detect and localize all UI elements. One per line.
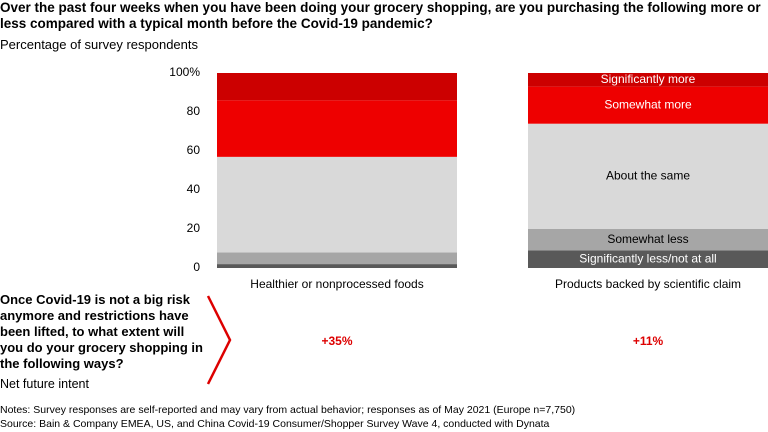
bar-segment	[217, 252, 457, 265]
y-axis-label: Percentage of survey respondents	[0, 37, 199, 52]
source: Source: Bain & Company EMEA, US, and Chi…	[0, 418, 550, 430]
bar-segment	[217, 100, 457, 157]
notes: Notes: Survey responses are self-reporte…	[0, 404, 576, 416]
segment-label: Significantly less/not at all	[579, 251, 716, 265]
intent-question: Once Covid-19 is not a big risk anymore …	[0, 292, 203, 371]
y-tick-label: 100%	[169, 65, 200, 79]
net-intent-value: +35%	[321, 334, 352, 348]
chevron	[206, 295, 232, 385]
bar-segment	[528, 229, 768, 251]
net-intent-value: +11%	[633, 334, 664, 348]
segment-label: Significantly more	[601, 72, 696, 86]
x-tick-label: Products backed by scientific claim	[555, 277, 741, 291]
x-tick-label: Healthier or nonprocessed foods	[250, 277, 423, 291]
bar-segment	[217, 264, 457, 268]
bar-segment	[528, 123, 768, 229]
y-tick-label: 0	[193, 260, 200, 274]
y-tick-label: 40	[187, 182, 201, 196]
chart-title: Over the past four weeks when you have b…	[0, 0, 761, 31]
y-tick-label: 80	[187, 104, 201, 118]
bar-segment	[528, 86, 768, 124]
intent-label: Net future intent	[0, 377, 89, 391]
y-tick-label: 20	[187, 221, 201, 235]
bar-segment	[528, 73, 768, 87]
segment-label: Somewhat less	[607, 232, 688, 246]
bar-segment	[217, 156, 457, 253]
segment-label: Somewhat more	[604, 97, 692, 111]
segment-label: About the same	[606, 169, 690, 183]
bar-segment	[217, 73, 457, 101]
bar-segment	[528, 250, 768, 268]
y-tick-label: 60	[187, 143, 201, 157]
